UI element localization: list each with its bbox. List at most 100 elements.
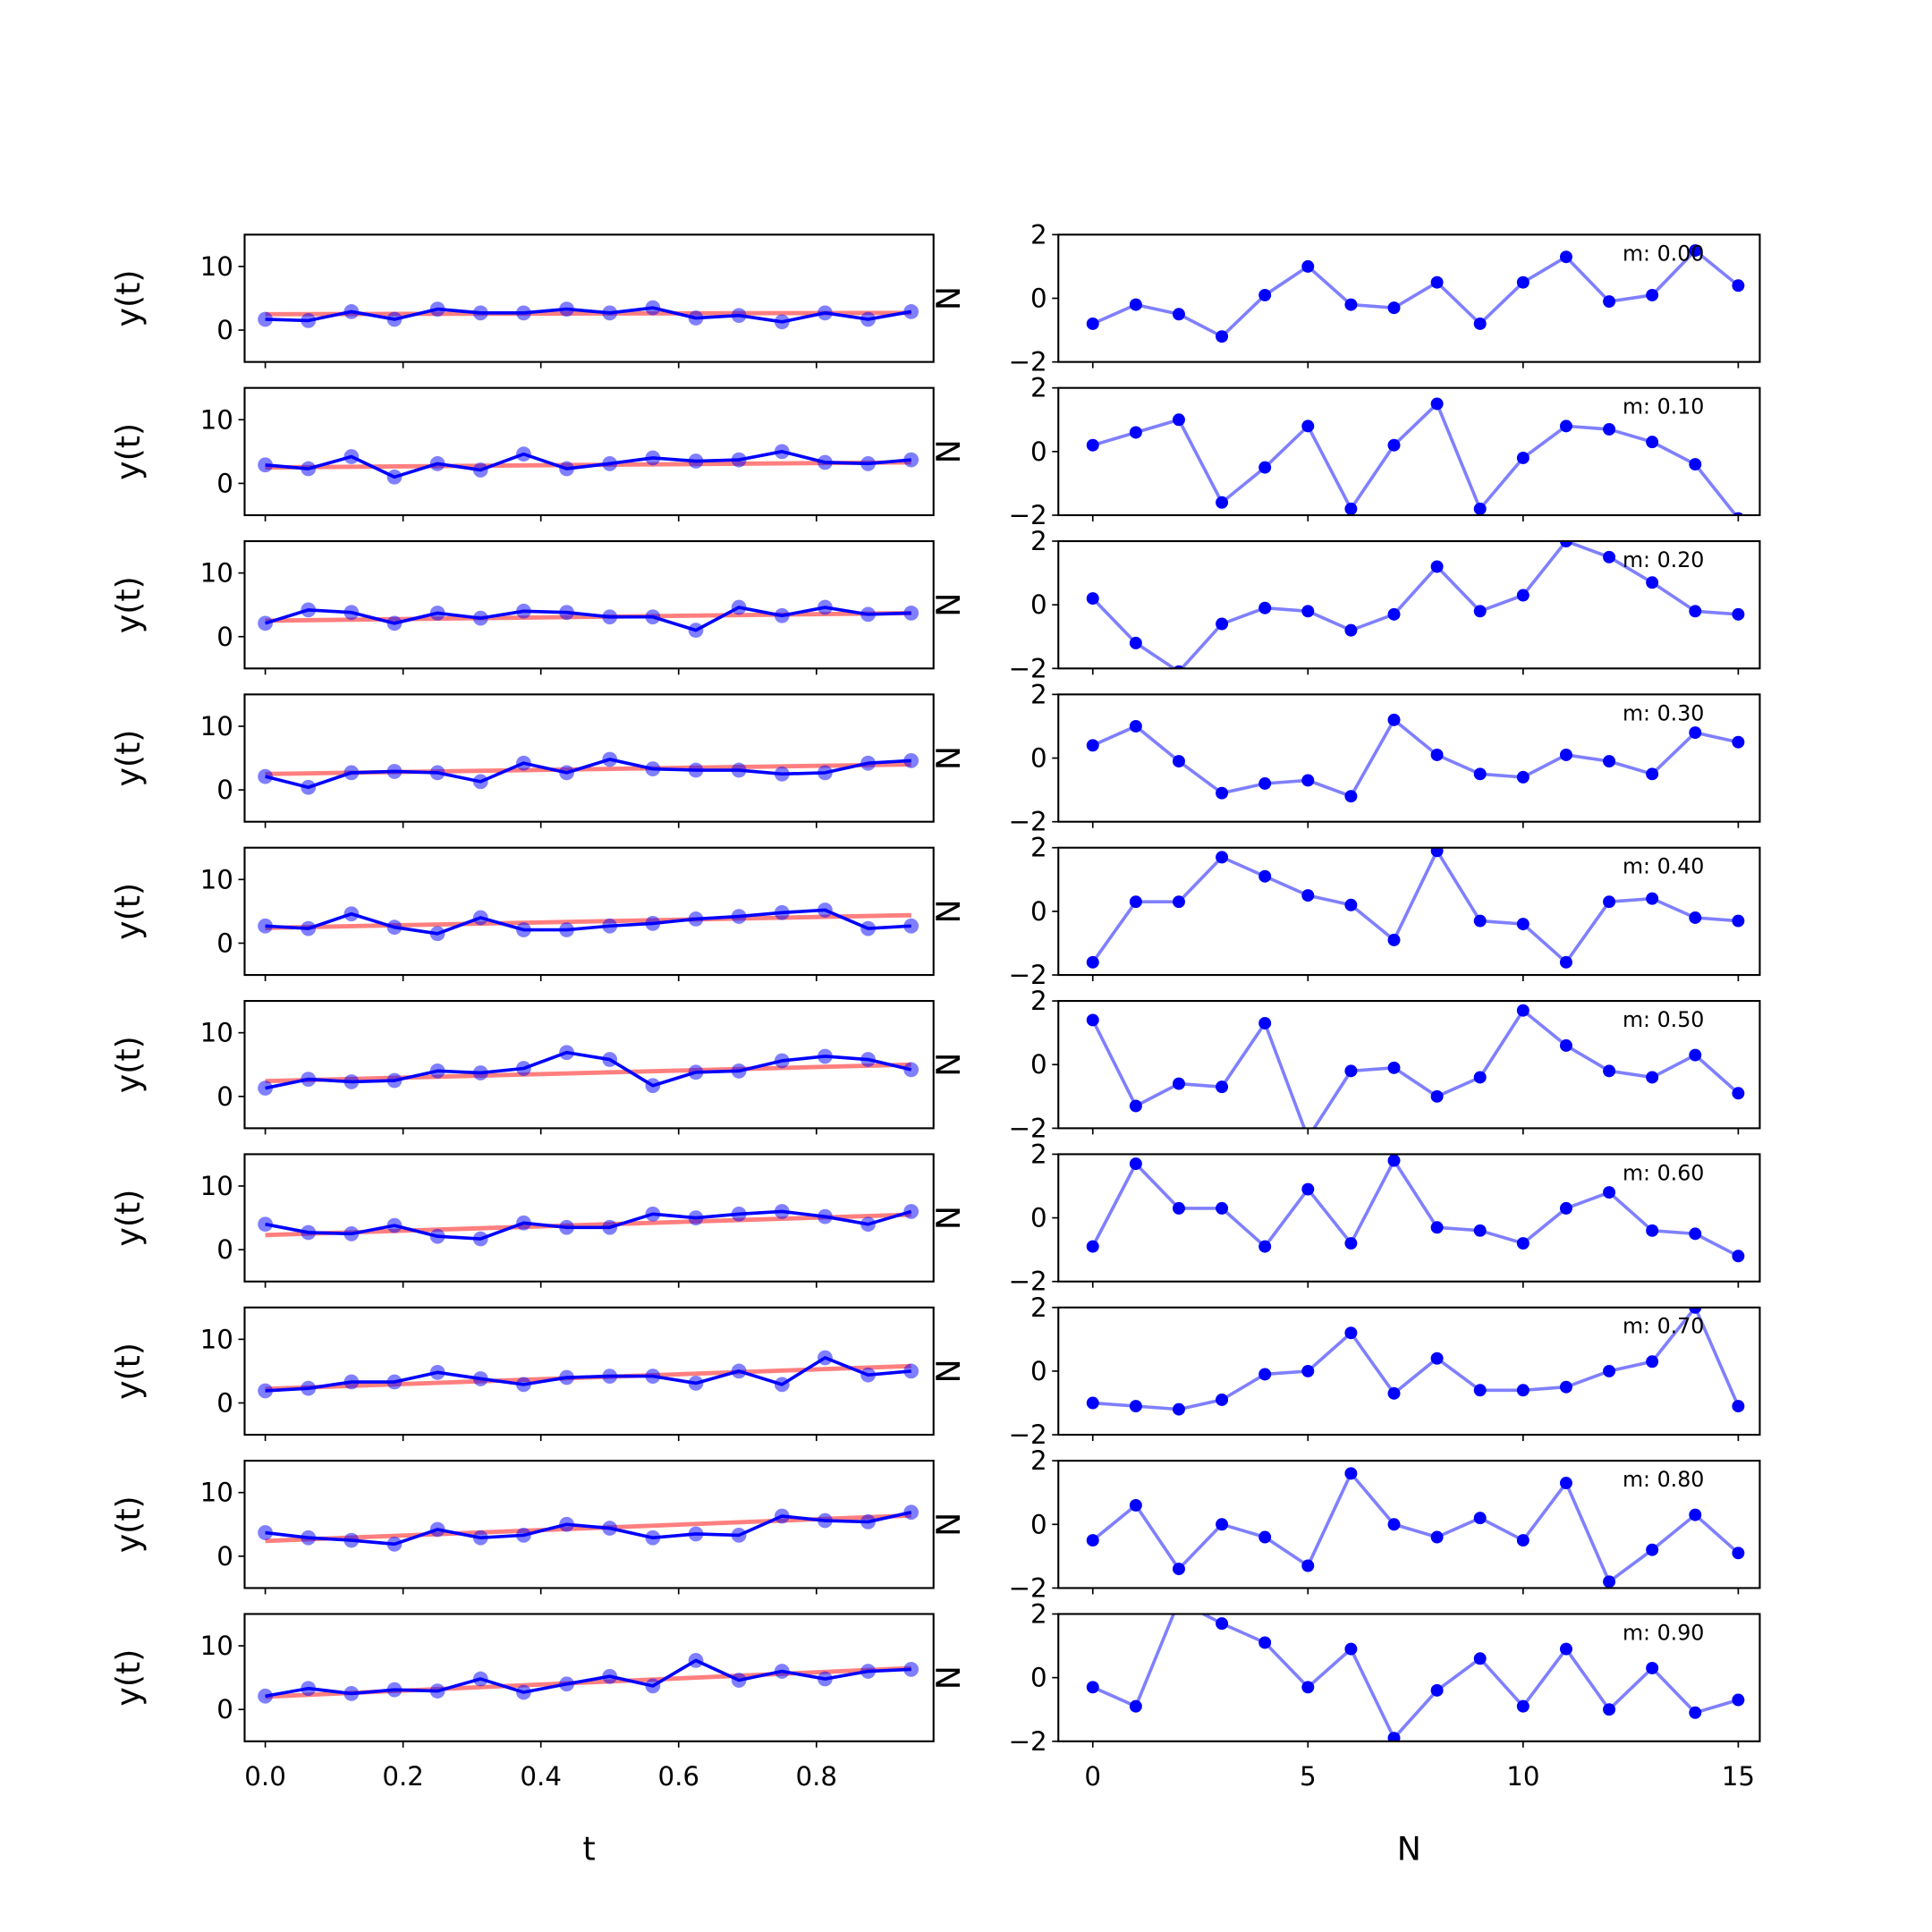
data-point — [1216, 851, 1229, 864]
axes-frame — [1057, 386, 1761, 517]
data-point — [1301, 259, 1315, 273]
axes-frame — [243, 539, 935, 670]
data-point — [1086, 1681, 1099, 1694]
data-point — [818, 599, 833, 615]
data-point — [602, 305, 618, 321]
plot-area — [1086, 847, 1745, 969]
data-point — [818, 1513, 833, 1529]
y-tick-label: 2 — [1030, 1292, 1047, 1323]
data-point — [1646, 288, 1659, 301]
data-point — [731, 308, 747, 324]
data-point — [1258, 1017, 1272, 1030]
x-tick-label: 0.8 — [795, 1761, 837, 1792]
data-point — [1473, 1512, 1487, 1525]
subplot: y(t) 0 10 — [109, 1460, 935, 1595]
data-point — [1732, 1400, 1745, 1413]
y-axis-label: y(t) — [109, 269, 148, 326]
y-tick-label: 0 — [1030, 1356, 1047, 1386]
data-point — [774, 766, 790, 782]
y-tick-label: 0 — [1030, 436, 1047, 467]
data-point — [731, 1206, 747, 1222]
data-point — [301, 1530, 317, 1546]
data-point — [1473, 914, 1487, 928]
data-point — [343, 1226, 360, 1241]
data-point — [1172, 1563, 1185, 1576]
series-line — [265, 1050, 912, 1090]
data-point — [1473, 502, 1487, 515]
data-point — [472, 305, 488, 321]
data-point — [343, 1686, 360, 1701]
series-line — [1091, 541, 1739, 669]
data-point — [1646, 1661, 1659, 1674]
x-tick-label: 0 — [1084, 1761, 1101, 1792]
data-point — [472, 1530, 488, 1546]
data-point — [818, 1671, 833, 1687]
plot-area — [1086, 1154, 1745, 1263]
data-point — [602, 455, 618, 471]
data-point — [1172, 308, 1185, 321]
data-point — [1129, 298, 1142, 311]
data-point — [1473, 767, 1487, 781]
y-axis-label: y(t) — [109, 1036, 148, 1093]
data-point — [1689, 458, 1702, 471]
plot-area — [258, 751, 919, 795]
data-point — [860, 455, 876, 471]
data-point — [903, 1062, 919, 1078]
data-point — [818, 1208, 833, 1224]
series-line — [1091, 1471, 1740, 1584]
data-point — [1387, 607, 1401, 621]
data-point — [1732, 607, 1745, 621]
annotation: m: 0.40 — [1623, 854, 1704, 879]
data-point — [1172, 1201, 1185, 1215]
annotation: m: 0.50 — [1623, 1007, 1704, 1032]
series-line — [1092, 1614, 1739, 1741]
y-axis-label: y(t) — [109, 1343, 148, 1400]
data-point — [1473, 605, 1487, 618]
data-point — [1344, 298, 1358, 311]
data-point — [1258, 869, 1272, 883]
data-point — [688, 762, 704, 778]
axes-frame — [243, 233, 935, 363]
data-point — [1086, 1534, 1099, 1547]
series-line — [265, 1356, 911, 1393]
subplot: N −2 0 2 m: 0.70 — [929, 1292, 1761, 1450]
data-point — [258, 1525, 273, 1540]
data-point — [818, 305, 833, 321]
data-point — [688, 453, 704, 469]
data-point — [1387, 1154, 1401, 1167]
data-point — [1689, 1227, 1702, 1241]
data-point — [258, 1383, 273, 1399]
data-point — [1689, 1706, 1702, 1719]
data-point — [1603, 1703, 1616, 1716]
data-point — [1258, 777, 1272, 790]
data-point — [1603, 295, 1616, 309]
data-point — [516, 305, 531, 321]
data-point — [688, 911, 704, 927]
data-point — [1129, 1400, 1142, 1413]
data-point — [1516, 1237, 1530, 1250]
data-point — [903, 1504, 919, 1521]
data-point — [343, 765, 360, 781]
y-tick-label: 2 — [1030, 526, 1047, 556]
data-point — [1559, 541, 1572, 547]
data-point — [559, 461, 574, 477]
plot-area — [258, 1204, 919, 1247]
subplot: y(t) 0 10 — [109, 386, 935, 521]
data-point — [258, 457, 273, 473]
data-point — [429, 765, 445, 781]
data-point — [1216, 1080, 1229, 1094]
data-point — [1344, 502, 1358, 515]
y-tick-label: 2 — [1030, 1445, 1047, 1476]
y-tick-label: 0 — [1030, 896, 1047, 927]
data-point — [1216, 1518, 1229, 1531]
data-point — [903, 452, 919, 468]
data-point — [860, 1052, 876, 1067]
data-point — [1646, 1224, 1659, 1237]
y-axis-label: N — [929, 1359, 968, 1383]
data-point — [1559, 1201, 1572, 1215]
data-point — [1216, 1617, 1229, 1631]
data-point — [602, 1368, 618, 1384]
data-point — [1603, 1364, 1616, 1377]
subplot: N −2 0 2 m: 0.20 — [929, 526, 1761, 683]
data-point — [1689, 726, 1702, 740]
